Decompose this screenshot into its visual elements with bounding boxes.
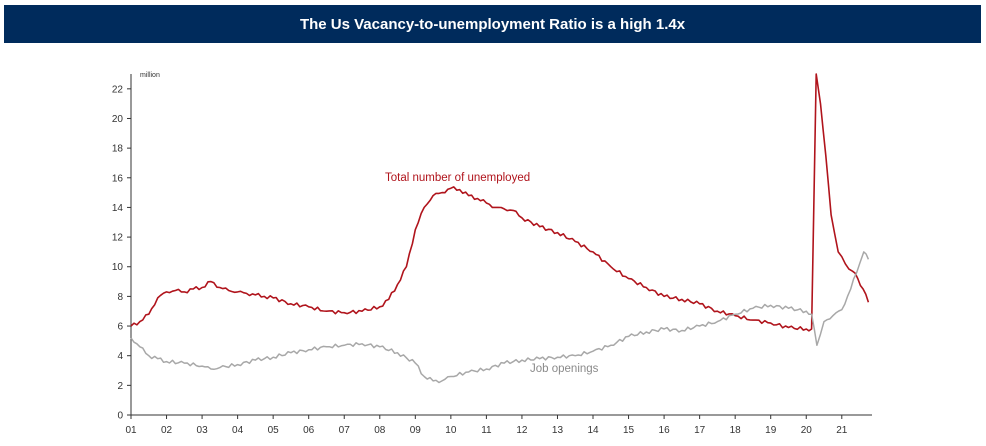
y-tick-label: 20 [112,114,124,125]
x-tick-label: 02 [161,425,173,436]
series-layer [130,73,870,384]
x-tick-label: 14 [587,425,599,436]
y-tick-label: 6 [117,322,123,333]
x-tick-label: 18 [730,425,742,436]
y-tick-label: 10 [112,262,124,273]
chart-title: The Us Vacancy-to-unemployment Ratio is … [299,15,686,33]
y-tick-label: 18 [112,144,124,155]
series-line-unemployed [130,73,870,332]
x-tick-label: 01 [125,425,137,436]
x-tick-label: 16 [659,425,671,436]
y-tick-label: 4 [117,351,123,362]
x-tick-label: 03 [197,425,209,436]
annotation-job-openings: Job openings [530,363,599,375]
y-tick-label: 0 [117,411,123,422]
y-tick-label: 12 [112,233,124,244]
x-tick-label: 06 [303,425,315,436]
x-tick-label: 09 [410,425,422,436]
x-tick-label: 12 [516,425,528,436]
x-tick-label: 20 [801,425,813,436]
x-tick-label: 17 [694,425,706,436]
x-tick-label: 05 [268,425,280,436]
x-tick-label: 13 [552,425,564,436]
x-tick-label: 10 [445,425,457,436]
x-tick-label: 19 [765,425,777,436]
annotation-unemployed: Total number of unemployed [385,172,530,184]
y-tick-label: 2 [117,381,123,392]
x-tick-label: 08 [374,425,386,436]
x-tick-label: 11 [481,425,492,436]
chart-title-bar: The Us Vacancy-to-unemployment Ratio is … [4,5,981,43]
x-tick-label: 21 [836,425,848,436]
x-tick-label: 04 [232,425,244,436]
x-tick-label: 15 [623,425,635,436]
series-line-job-openings [130,251,870,384]
y-unit-label: million [140,72,160,79]
y-tick-label: 8 [117,292,123,303]
y-tick-label: 22 [112,84,124,95]
y-tick-label: 16 [112,173,124,184]
y-tick-label: 14 [112,203,124,214]
x-tick-label: 07 [339,425,351,436]
